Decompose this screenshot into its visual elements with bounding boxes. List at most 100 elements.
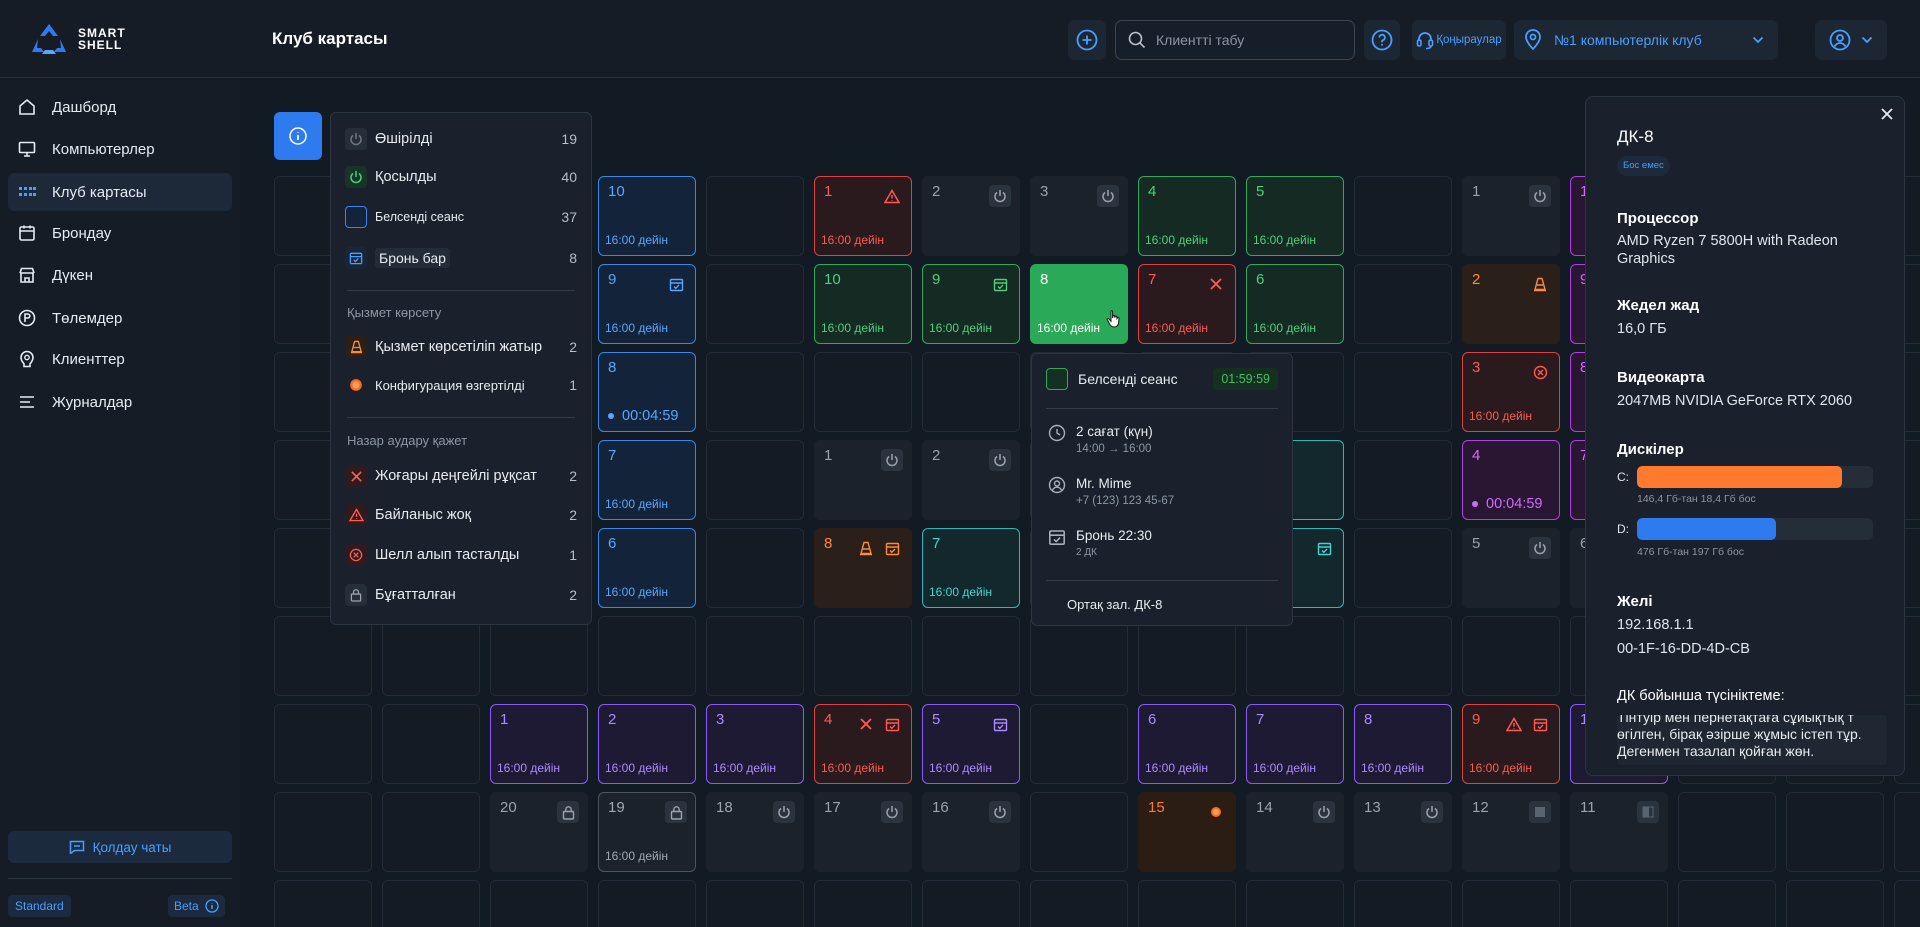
pc-tile[interactable]: 7 16:00 дейін	[1246, 704, 1344, 784]
map-cell[interactable]	[1462, 880, 1560, 927]
map-cell[interactable]	[1678, 880, 1776, 927]
legend-item-no-connection[interactable]: Байланыс жоқ 2	[345, 501, 577, 529]
pc-tile[interactable]: 9 16:00 дейін	[598, 264, 696, 344]
pc-tile[interactable]: 1	[1462, 176, 1560, 256]
map-cell[interactable]	[1030, 616, 1128, 696]
map-cell[interactable]	[1678, 792, 1776, 872]
map-cell[interactable]	[1894, 880, 1920, 927]
pc-tile[interactable]: 20	[490, 792, 588, 872]
map-cell[interactable]	[1246, 616, 1344, 696]
map-cell[interactable]	[922, 352, 1020, 432]
legend-item-high-priv[interactable]: Жоғары деңгейлі рұқсат 2	[345, 462, 577, 490]
pc-tile[interactable]: 6 16:00 дейін	[1138, 704, 1236, 784]
pc-tile[interactable]: 14	[1246, 792, 1344, 872]
map-cell[interactable]	[382, 792, 480, 872]
pc-tile[interactable]: 8	[814, 528, 912, 608]
legend-item-off[interactable]: Өшірілді 19	[345, 125, 577, 153]
pc-tile[interactable]: 12	[1462, 792, 1560, 872]
map-cell[interactable]	[274, 704, 372, 784]
nav-item-computers[interactable]: Компьютерлер	[8, 130, 232, 168]
pc-tile[interactable]: 15	[1138, 792, 1236, 872]
pc-tile[interactable]: 5	[1462, 528, 1560, 608]
pc-tile[interactable]: 3 16:00 дейін	[1462, 352, 1560, 432]
pc-tile[interactable]: 10 16:00 дейін	[814, 264, 912, 344]
map-cell[interactable]	[1354, 352, 1452, 432]
nav-item-booking[interactable]: Брондау	[8, 214, 232, 252]
legend-item-config[interactable]: Конфигурация өзгертілді 1	[345, 371, 577, 399]
popup-booking-row[interactable]: Бронь 22:30 2 ДК	[1048, 528, 1152, 558]
pc-tile[interactable]: 19 16:00 дейін	[598, 792, 696, 872]
map-cell[interactable]	[382, 616, 480, 696]
map-cell[interactable]	[1786, 880, 1884, 927]
map-cell[interactable]	[1030, 880, 1128, 927]
pc-tile[interactable]: 9 16:00 дейін	[922, 264, 1020, 344]
nav-item-club-map[interactable]: Клуб картасы	[8, 173, 232, 211]
map-cell[interactable]	[1786, 792, 1884, 872]
map-cell[interactable]	[1030, 704, 1128, 784]
pc-tile[interactable]: 2	[922, 176, 1020, 256]
map-cell[interactable]	[706, 880, 804, 927]
pc-tile[interactable]: 4 16:00 дейін	[814, 704, 912, 784]
map-cell[interactable]	[598, 616, 696, 696]
pc-tile[interactable]: 1	[814, 440, 912, 520]
map-cell[interactable]	[706, 352, 804, 432]
map-cell[interactable]	[922, 880, 1020, 927]
map-cell[interactable]	[1354, 616, 1452, 696]
map-cell[interactable]	[706, 528, 804, 608]
map-cell[interactable]	[274, 880, 372, 927]
map-cell[interactable]	[706, 264, 804, 344]
pc-tile[interactable]: 6 16:00 дейін	[1246, 264, 1344, 344]
help-button[interactable]	[1364, 20, 1400, 60]
map-cell[interactable]	[274, 792, 372, 872]
map-cell[interactable]	[922, 616, 1020, 696]
pc-tile[interactable]: 5 16:00 дейін	[1246, 176, 1344, 256]
pc-tile[interactable]: 18	[706, 792, 804, 872]
pc-tile[interactable]: 17	[814, 792, 912, 872]
pc-tile[interactable]: 1 16:00 дейін	[814, 176, 912, 256]
pc-tile[interactable]: 7 16:00 дейін	[598, 440, 696, 520]
legend-item-locked[interactable]: Бұғатталған 2	[345, 581, 577, 609]
pc-tile[interactable]: 5 16:00 дейін	[922, 704, 1020, 784]
nav-item-payments[interactable]: Төлемдер	[8, 299, 232, 337]
legend-item-booked[interactable]: Бронь бар 8	[345, 244, 577, 272]
pc-tile[interactable]: 3 16:00 дейін	[706, 704, 804, 784]
map-cell[interactable]	[1570, 880, 1668, 927]
pc-tile[interactable]: 8 16:00 дейін	[1354, 704, 1452, 784]
pc-tile[interactable]: 13	[1354, 792, 1452, 872]
popup-client-row[interactable]: Mr. Mime +7 (123) 123 45-67	[1048, 476, 1174, 507]
map-cell[interactable]	[1354, 880, 1452, 927]
nav-item-shop[interactable]: Дүкен	[8, 256, 232, 294]
map-cell[interactable]	[1354, 176, 1452, 256]
pc-tile[interactable]: 6 16:00 дейін	[598, 528, 696, 608]
map-cell[interactable]	[382, 704, 480, 784]
map-cell[interactable]	[382, 880, 480, 927]
map-cell[interactable]	[814, 880, 912, 927]
pc-tile[interactable]: 11	[1570, 792, 1668, 872]
map-cell[interactable]	[1030, 792, 1128, 872]
pc-tile[interactable]: 8 00:04:59	[598, 352, 696, 432]
map-cell[interactable]	[814, 352, 912, 432]
pc-tile[interactable]: 2 16:00 дейін	[598, 704, 696, 784]
map-cell[interactable]	[706, 440, 804, 520]
legend-item-on[interactable]: Қосылды 40	[345, 163, 577, 191]
legend-toggle-button[interactable]	[274, 112, 322, 160]
pc-comment[interactable]: Тінтуір мен пернетақтаға сұйықтық т өгіл…	[1617, 715, 1887, 765]
map-cell[interactable]	[490, 616, 588, 696]
legend-item-shell-removed[interactable]: Шелл алып тасталды 1	[345, 541, 577, 569]
map-cell[interactable]	[1354, 264, 1452, 344]
pc-tile[interactable]: 7 16:00 дейін	[1138, 264, 1236, 344]
map-cell[interactable]	[706, 616, 804, 696]
close-icon[interactable]	[1880, 107, 1894, 121]
pc-tile[interactable]: 4 16:00 дейін	[1138, 176, 1236, 256]
logo[interactable]: SMART SHELL	[30, 22, 148, 56]
map-cell[interactable]	[1354, 440, 1452, 520]
nav-item-clients[interactable]: Клиенттер	[8, 340, 232, 378]
map-cell[interactable]	[274, 616, 372, 696]
nav-item-dashboard[interactable]: Дашборд	[8, 88, 232, 126]
map-cell[interactable]	[814, 616, 912, 696]
nav-item-logs[interactable]: Журналдар	[8, 383, 232, 421]
map-cell[interactable]	[1462, 616, 1560, 696]
map-cell[interactable]	[1138, 616, 1236, 696]
pc-tile[interactable]: 2	[922, 440, 1020, 520]
map-cell[interactable]	[598, 880, 696, 927]
